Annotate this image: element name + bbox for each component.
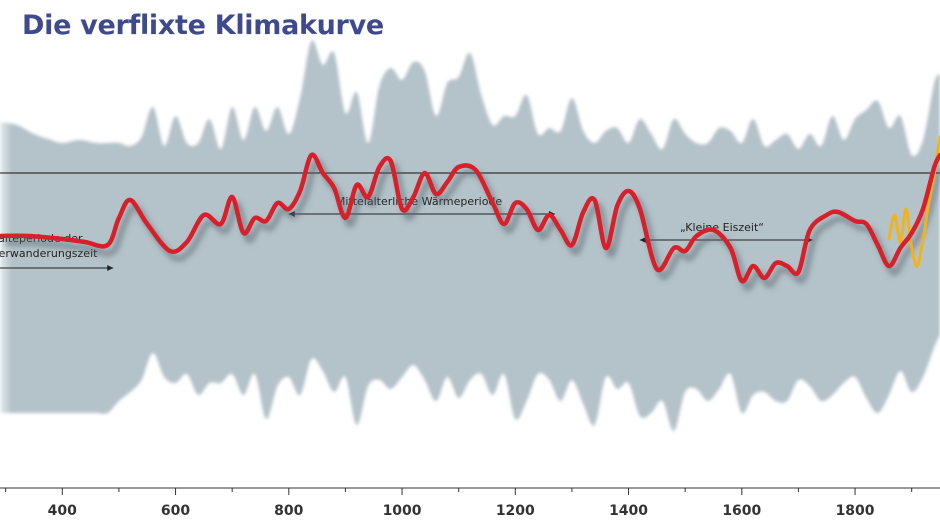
x-axis-ticks: 400 600 800 1000 1200 1400 1600 1800 [5,488,913,519]
x-tick-label: 1800 [836,503,875,519]
annotation-cold-period-line2: Völkerwanderungszeit [0,247,98,260]
x-tick-label: 400 [48,503,77,519]
x-tick-label: 800 [274,503,303,519]
band-fade-overlay [0,80,200,480]
series-line-recent-measurement [887,135,940,268]
x-tick-label: 1200 [496,503,535,519]
x-tick-label: 1400 [609,503,648,519]
x-tick-label: 600 [161,503,190,519]
series-layer [0,135,940,292]
x-tick-label: 1000 [383,503,422,519]
series-line-reconstruction [0,152,940,284]
arrow-cold-period [0,265,114,271]
chart-title: Die verflixte Klimakurve [22,10,384,41]
x-axis: 400 600 800 1000 1200 1400 1600 1800 [0,487,940,519]
annotation-little-ice-age: „Kleine Eiszeit“ [680,221,764,234]
uncertainty-band [0,40,940,432]
band-group [0,40,940,480]
x-tick-label: 1600 [722,503,761,519]
